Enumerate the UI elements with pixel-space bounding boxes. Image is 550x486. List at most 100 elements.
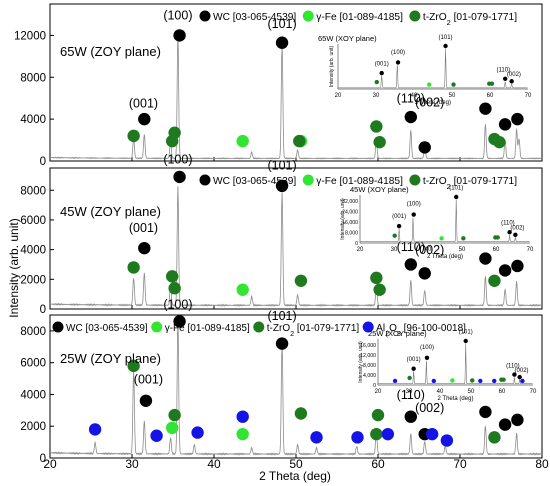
wc-marker [173, 170, 186, 184]
zro2-marker [493, 135, 506, 149]
y-tick-label: 2000 [20, 421, 46, 433]
wc-inset-marker [411, 212, 416, 217]
inset-y-tick-label: 0 [355, 241, 358, 247]
wc-inset-marker [463, 338, 468, 344]
wc-marker [404, 410, 417, 423]
al2o3-inset-marker [392, 378, 398, 384]
legend-label: WC [03-065-4539] [213, 12, 296, 23]
wc-legend-marker [199, 174, 211, 186]
wc-marker [404, 110, 417, 124]
wc-inset-marker [411, 366, 416, 371]
inset-x-tick-label: 60 [487, 93, 494, 99]
wc-inset-marker [379, 70, 384, 76]
legend-label: t-ZrO2 [01-079-1771] [423, 176, 517, 191]
inset-y-tick-label: 8,000 [345, 231, 358, 237]
inset-peak-label: (001) [407, 357, 421, 363]
peak-label: (110) [397, 240, 425, 254]
inset-x-tick-label: 30 [373, 93, 380, 99]
y-tick-label: 4000 [20, 114, 46, 126]
inset-peak-label: (002) [510, 225, 524, 231]
inset-y-tick-label: 4,000 [363, 373, 376, 379]
inset-title: 65W (XOY plane) [318, 34, 377, 43]
peak-label: (002) [415, 243, 444, 257]
inset-peak-label: (100) [407, 202, 421, 208]
y-tick-label: 8000 [20, 72, 46, 84]
inset-x-tick-label: 20 [375, 389, 382, 395]
x-tick-label: 40 [207, 457, 221, 471]
peak-label: (002) [415, 96, 444, 110]
peak-label: (101) [267, 158, 296, 172]
fe-inset-marker [450, 378, 455, 383]
wc-legend-marker [52, 321, 64, 333]
zro2-inset-marker [392, 233, 397, 238]
inset-x-tick-label: 20 [357, 247, 364, 253]
inset-pattern-line [378, 343, 533, 384]
wc-marker [275, 337, 289, 350]
wc-inset-marker [517, 374, 522, 380]
zro2-inset-marker [501, 377, 506, 382]
inset-y-axis-label: Intensity (arb. unit) [340, 198, 346, 240]
al2o3-marker [88, 423, 102, 436]
al2o3-inset-marker [478, 378, 483, 384]
plot-frame [49, 314, 543, 459]
wc-marker [173, 29, 186, 42]
y-tick-label: 2000 [20, 274, 46, 286]
zro2-marker [371, 408, 385, 422]
wc-inset-marker [503, 76, 508, 82]
y-tick-label: 12000 [14, 30, 46, 42]
wc-inset-marker [396, 223, 402, 229]
legend-label: t-ZrO2 [01-079-1771] [267, 323, 360, 338]
inset-y-axis-label: Intensity (arb. unit) [358, 341, 364, 383]
inset-x-tick-label: 30 [391, 247, 398, 253]
wc-marker [275, 179, 289, 193]
zro2-inset-marker [495, 235, 500, 240]
zro2-marker [294, 274, 308, 287]
al2o3-marker [425, 427, 439, 441]
legend-label: WC [03-065-4539] [66, 323, 148, 334]
xrd-pattern-line [50, 186, 543, 308]
inset-x-tick-label: 60 [499, 389, 506, 395]
zro2-inset-marker [461, 236, 466, 241]
fe-legend-marker [151, 321, 163, 333]
peak-label: (110) [397, 388, 425, 402]
al2o3-marker [191, 426, 204, 439]
wc-marker [479, 252, 492, 265]
panel-title: 45W (ZOY plane) [60, 204, 161, 219]
wc-inset-marker [512, 372, 517, 377]
xrd-pattern-line [50, 32, 543, 160]
zro2-marker [127, 261, 140, 274]
inset-peak-label: (101) [459, 330, 473, 336]
zro2-inset-marker [374, 79, 379, 85]
x-tick-label: 30 [125, 457, 139, 471]
fe-inset-marker [439, 236, 444, 241]
inset-title: 45W (XOY plane) [350, 185, 409, 194]
wc-marker [479, 102, 492, 115]
zro2-marker [168, 126, 181, 139]
y-tick-label: 8000 [20, 185, 46, 197]
zro2-marker [168, 282, 181, 295]
inset-peak-label: (001) [392, 214, 406, 220]
inset-pattern-line [338, 48, 528, 89]
inset-y-tick-label: 8,000 [363, 363, 376, 369]
peak-label: (100) [163, 9, 192, 23]
fe-legend-marker [302, 10, 314, 22]
inset-x-axis-label: 2 Theta (deg) [415, 100, 451, 106]
wc-inset-marker [509, 79, 514, 84]
al2o3-marker [440, 434, 454, 447]
inset-plot: 65W (XOY plane) 20 30 40 50 60 70 2 Theta (deg)… [318, 34, 532, 106]
peak-label: (001) [129, 97, 158, 111]
inset-plot: 25W (XOY plane) 20 30 40 50 60 70 0 4,000 8,000 12… [358, 329, 537, 402]
inset-x-tick-label: 40 [411, 93, 418, 99]
inset-x-tick-label: 50 [449, 93, 456, 99]
al2o3-marker [236, 410, 249, 423]
inset-x-tick-label: 70 [527, 247, 534, 253]
wc-inset-marker [513, 232, 518, 238]
panel-25w: 02000400060008000(100)(101)(001)(110)(00… [20, 298, 543, 465]
x-tick-label: 50 [289, 457, 303, 471]
inset-peak-label: (110) [497, 68, 511, 74]
zro2-inset-marker [489, 81, 495, 86]
zro2-legend-marker [409, 174, 421, 186]
zro2-marker [488, 431, 501, 444]
peak-label: (002) [415, 401, 444, 415]
